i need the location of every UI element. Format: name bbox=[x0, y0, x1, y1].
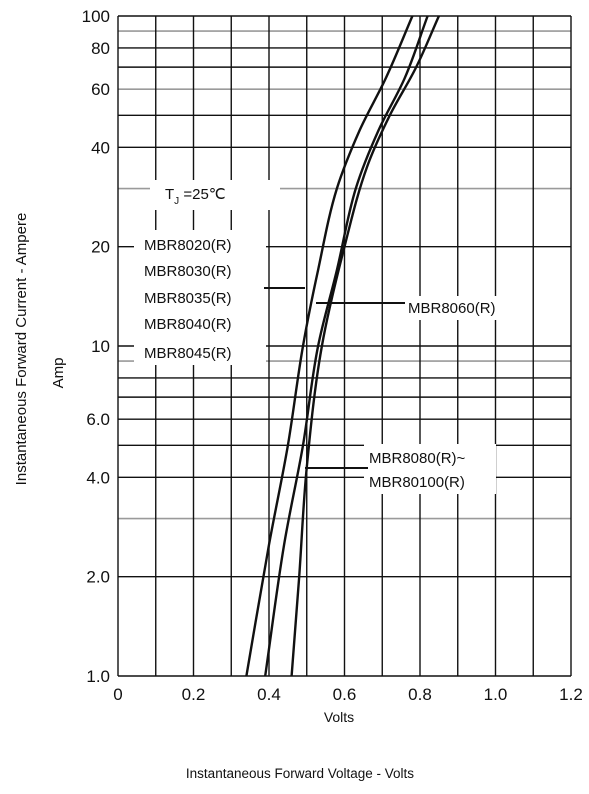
y-tick-label: 100 bbox=[82, 7, 110, 26]
y-tick-label: 6.0 bbox=[86, 410, 110, 429]
x-tick-label: 0.8 bbox=[408, 685, 432, 704]
y-tick-label: 2.0 bbox=[86, 568, 110, 587]
x-tick-label: 1.0 bbox=[484, 685, 508, 704]
y-tick-label: 80 bbox=[91, 39, 110, 58]
y-tick-label: 40 bbox=[91, 138, 110, 157]
y-tick-label: 60 bbox=[91, 80, 110, 99]
y-tick-background bbox=[60, 36, 116, 59]
y-tick-background bbox=[60, 565, 116, 588]
y-tick-label: 4.0 bbox=[86, 468, 110, 487]
series-annotation: MBR8040(R) bbox=[144, 316, 232, 333]
label-background bbox=[364, 444, 496, 494]
y-tick-background bbox=[60, 5, 116, 27]
y-axis-subtitle: Amp bbox=[50, 358, 67, 389]
series-annotation: MBR8030(R) bbox=[144, 263, 232, 280]
series-line bbox=[245, 15, 414, 677]
y-tick-background bbox=[60, 665, 116, 687]
condition-prefix: T bbox=[165, 186, 174, 203]
annotation-layer: TJ =25℃ MBR8020(R) MBR8030(R) MBR8035(R) MBR… bbox=[144, 186, 496, 491]
tick-layer: 1.0 2.0 4.0 6.0 10 20 40 60 80 100 0 0.2 0.4 0.6 0.8 1.… bbox=[60, 5, 583, 704]
label-background bbox=[134, 230, 266, 365]
y-axis-title: Instantaneous Forward Current - Ampere bbox=[13, 213, 30, 486]
condition-text: =25℃ bbox=[179, 186, 225, 203]
x-tick-label: 0.2 bbox=[182, 685, 206, 704]
series-annotation: MBR8045(R) bbox=[144, 345, 232, 362]
x-tick-label: 0.4 bbox=[257, 685, 281, 704]
y-tick-background bbox=[60, 235, 116, 258]
label-bg-layer bbox=[134, 180, 527, 494]
series-annotation: MBR80100(R) bbox=[369, 474, 465, 491]
chart-caption: Instantaneous Forward Voltage - Volts bbox=[186, 766, 414, 781]
series-annotation: MBR8060(R) bbox=[408, 300, 496, 317]
y-tick-label: 1.0 bbox=[86, 667, 110, 686]
condition-label: TJ =25℃ bbox=[165, 186, 226, 207]
y-tick-background bbox=[60, 408, 116, 431]
series-annotation: MBR8035(R) bbox=[144, 290, 232, 307]
series-line bbox=[264, 15, 429, 677]
y-tick-background bbox=[60, 136, 116, 159]
x-axis-title: Volts bbox=[324, 709, 354, 725]
y-tick-label: 10 bbox=[91, 337, 110, 356]
curve-layer bbox=[245, 15, 440, 677]
label-background bbox=[402, 296, 527, 320]
y-tick-background bbox=[60, 78, 116, 101]
y-tick-label: 20 bbox=[91, 238, 110, 257]
x-tick-label: 1.2 bbox=[559, 685, 583, 704]
label-background bbox=[150, 180, 280, 210]
x-tick-label: 0.6 bbox=[333, 685, 357, 704]
x-tick-label: 0 bbox=[113, 685, 122, 704]
y-tick-background bbox=[60, 466, 116, 489]
series-annotation: MBR8020(R) bbox=[144, 237, 232, 254]
series-line bbox=[290, 15, 440, 677]
y-tick-background bbox=[60, 335, 116, 357]
series-annotation: MBR8080(R)~ bbox=[369, 450, 466, 467]
condition-subscript: J bbox=[174, 196, 179, 207]
